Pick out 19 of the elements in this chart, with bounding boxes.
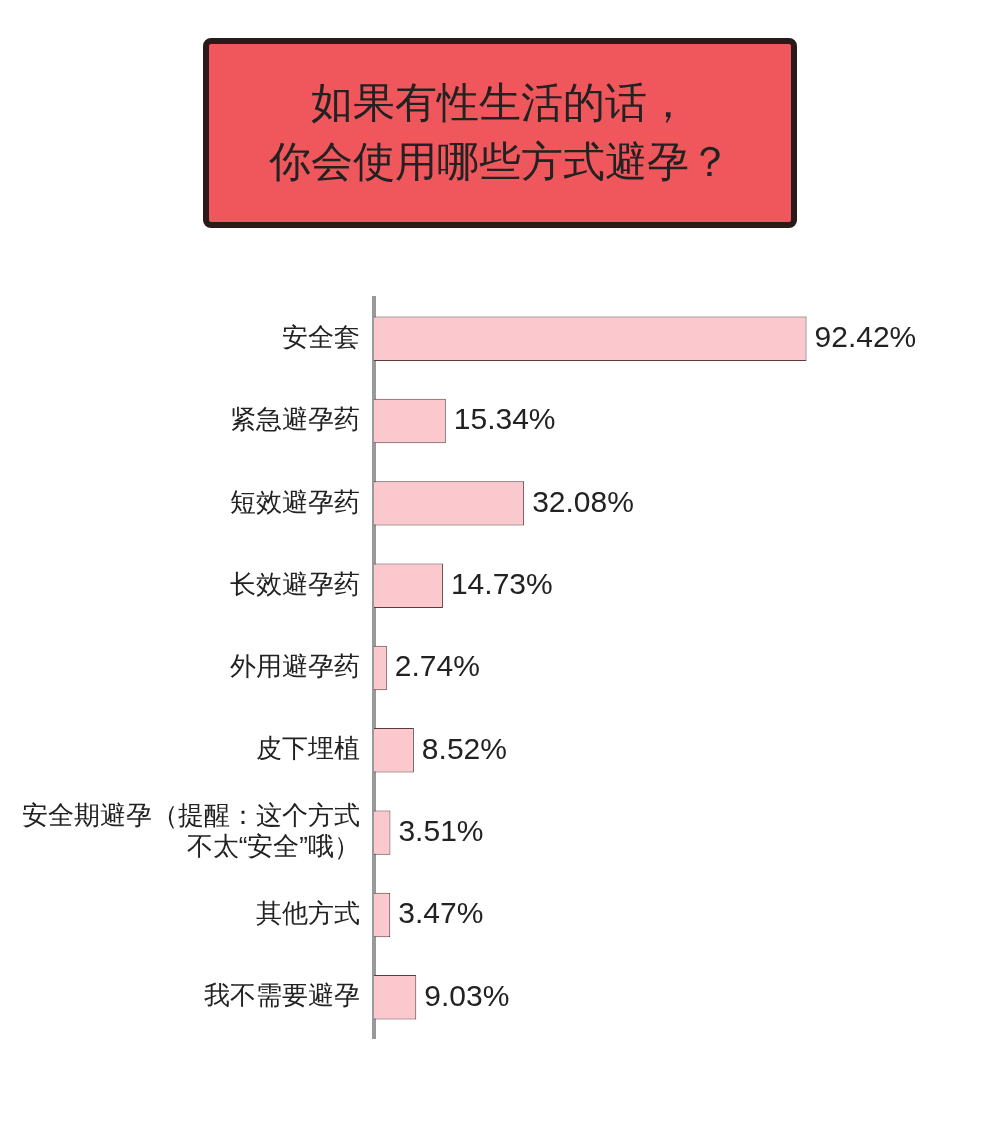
y-tick-label: 外用避孕药 [230,650,360,681]
y-tick-label: 安全套 [282,321,360,352]
y-tick-label: 短效避孕药 [230,486,360,517]
chart-title: 如果有性生活的话，你会使用哪些方式避孕？ [269,78,731,187]
data-label: 32.08% [532,484,634,518]
data-label: 14.73% [450,566,553,600]
y-tick-label: 皮下埋植 [256,733,360,764]
data-label: 15.34% [453,401,556,435]
y-tick-label: 我不需要避孕 [204,980,360,1011]
data-label: 8.52% [421,731,507,765]
data-label: 92.42% [814,319,917,353]
data-label: 3.51% [398,813,484,847]
data-label: 9.03% [424,978,510,1012]
y-tick-label: 其他方式 [256,897,360,928]
y-tick-label: 长效避孕药 [230,568,360,599]
data-label: 3.47% [398,895,484,929]
data-label: 2.74% [394,648,480,682]
y-tick-label: 紧急避孕药 [230,403,360,434]
y-tick-label: 安全期避孕（提醒：这个方式不太“安全”哦） [22,799,360,861]
